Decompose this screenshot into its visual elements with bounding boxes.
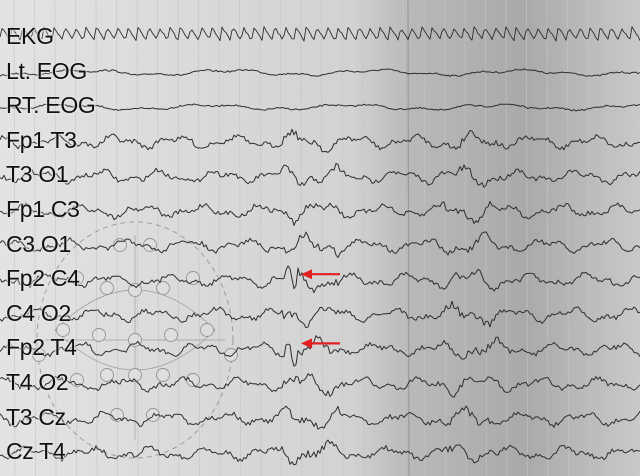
page-seam [407, 0, 410, 476]
gridline [362, 0, 364, 476]
gridline [75, 0, 77, 476]
electrode-marker [186, 373, 200, 387]
electrode-marker [100, 281, 114, 295]
channel-label: T4 O2 [6, 369, 69, 395]
electrode-marker [70, 271, 84, 285]
electrode-marker [70, 373, 84, 387]
electrode-marker [164, 328, 178, 342]
gridline [198, 0, 200, 476]
eeg-trace [0, 231, 640, 258]
gridline [444, 0, 446, 476]
gridline [567, 0, 569, 476]
gridline [587, 0, 590, 476]
eeg-trace [0, 26, 640, 42]
channel-label: C4 O2 [6, 299, 71, 326]
electrode-marker [128, 368, 142, 382]
annotation-arrows [301, 269, 340, 349]
eeg-trace [0, 128, 640, 153]
gridline [54, 0, 57, 476]
channel-label: Fp1 T3 [6, 126, 77, 153]
gridline [464, 0, 467, 476]
gridline [13, 0, 16, 476]
gridline [505, 0, 508, 476]
gridline [177, 0, 180, 476]
channel-label: C3 O1 [6, 230, 71, 257]
channel-label: Lt. EOG [6, 57, 87, 84]
gridline [526, 0, 528, 476]
gridline [157, 0, 159, 476]
electrode-marker [56, 323, 70, 337]
electrode-marker [156, 281, 170, 295]
electrode-marker [224, 348, 238, 362]
electrode-marker [156, 368, 170, 382]
gridline [95, 0, 98, 476]
gridline [116, 0, 118, 476]
gridline [259, 0, 262, 476]
eeg-traces [0, 26, 640, 466]
gridline [382, 0, 385, 476]
gridline [300, 0, 303, 476]
channel-label: T3 O1 [6, 161, 69, 188]
electrode-marker [92, 328, 106, 342]
gridline [423, 0, 426, 476]
channel-label: Fp2 T4 [6, 334, 77, 361]
electrode-marker [100, 368, 114, 382]
head-outline [36, 221, 234, 459]
electrode-marker [128, 283, 142, 297]
gridline [321, 0, 323, 476]
eeg-trace [0, 68, 640, 77]
channel-label: Cz T4 [6, 438, 66, 465]
red-arrow-icon [301, 338, 340, 349]
gridline [34, 0, 36, 476]
eeg-trace [0, 373, 640, 398]
gridline [628, 0, 631, 476]
eeg-trace [0, 335, 640, 367]
gridline [218, 0, 221, 476]
electrode-marker [200, 323, 214, 337]
gridline [485, 0, 487, 476]
electrode-marker [186, 271, 200, 285]
gridline [403, 0, 405, 476]
channel-label: RT. EOG [6, 92, 96, 119]
gridline [546, 0, 549, 476]
eeg-trace [0, 163, 640, 188]
gridline [341, 0, 344, 476]
eeg-trace [0, 200, 640, 226]
gridline [280, 0, 282, 476]
gridline [136, 0, 139, 476]
paper-gridlines [13, 0, 631, 476]
eeg-trace [0, 265, 640, 294]
gridline [608, 0, 610, 476]
channel-label: Fp1 C3 [6, 196, 80, 222]
eeg-trace [0, 439, 640, 466]
gridline [239, 0, 241, 476]
eeg-trace [0, 103, 640, 112]
channel-label: Fp2 C4 [6, 265, 80, 292]
electrode-marker [128, 333, 142, 347]
eeg-trace [0, 300, 640, 329]
eeg-trace [0, 405, 640, 430]
red-arrow-icon [301, 269, 340, 280]
channel-label: EKG [6, 23, 54, 49]
channel-label: T3 Cz [6, 403, 66, 430]
